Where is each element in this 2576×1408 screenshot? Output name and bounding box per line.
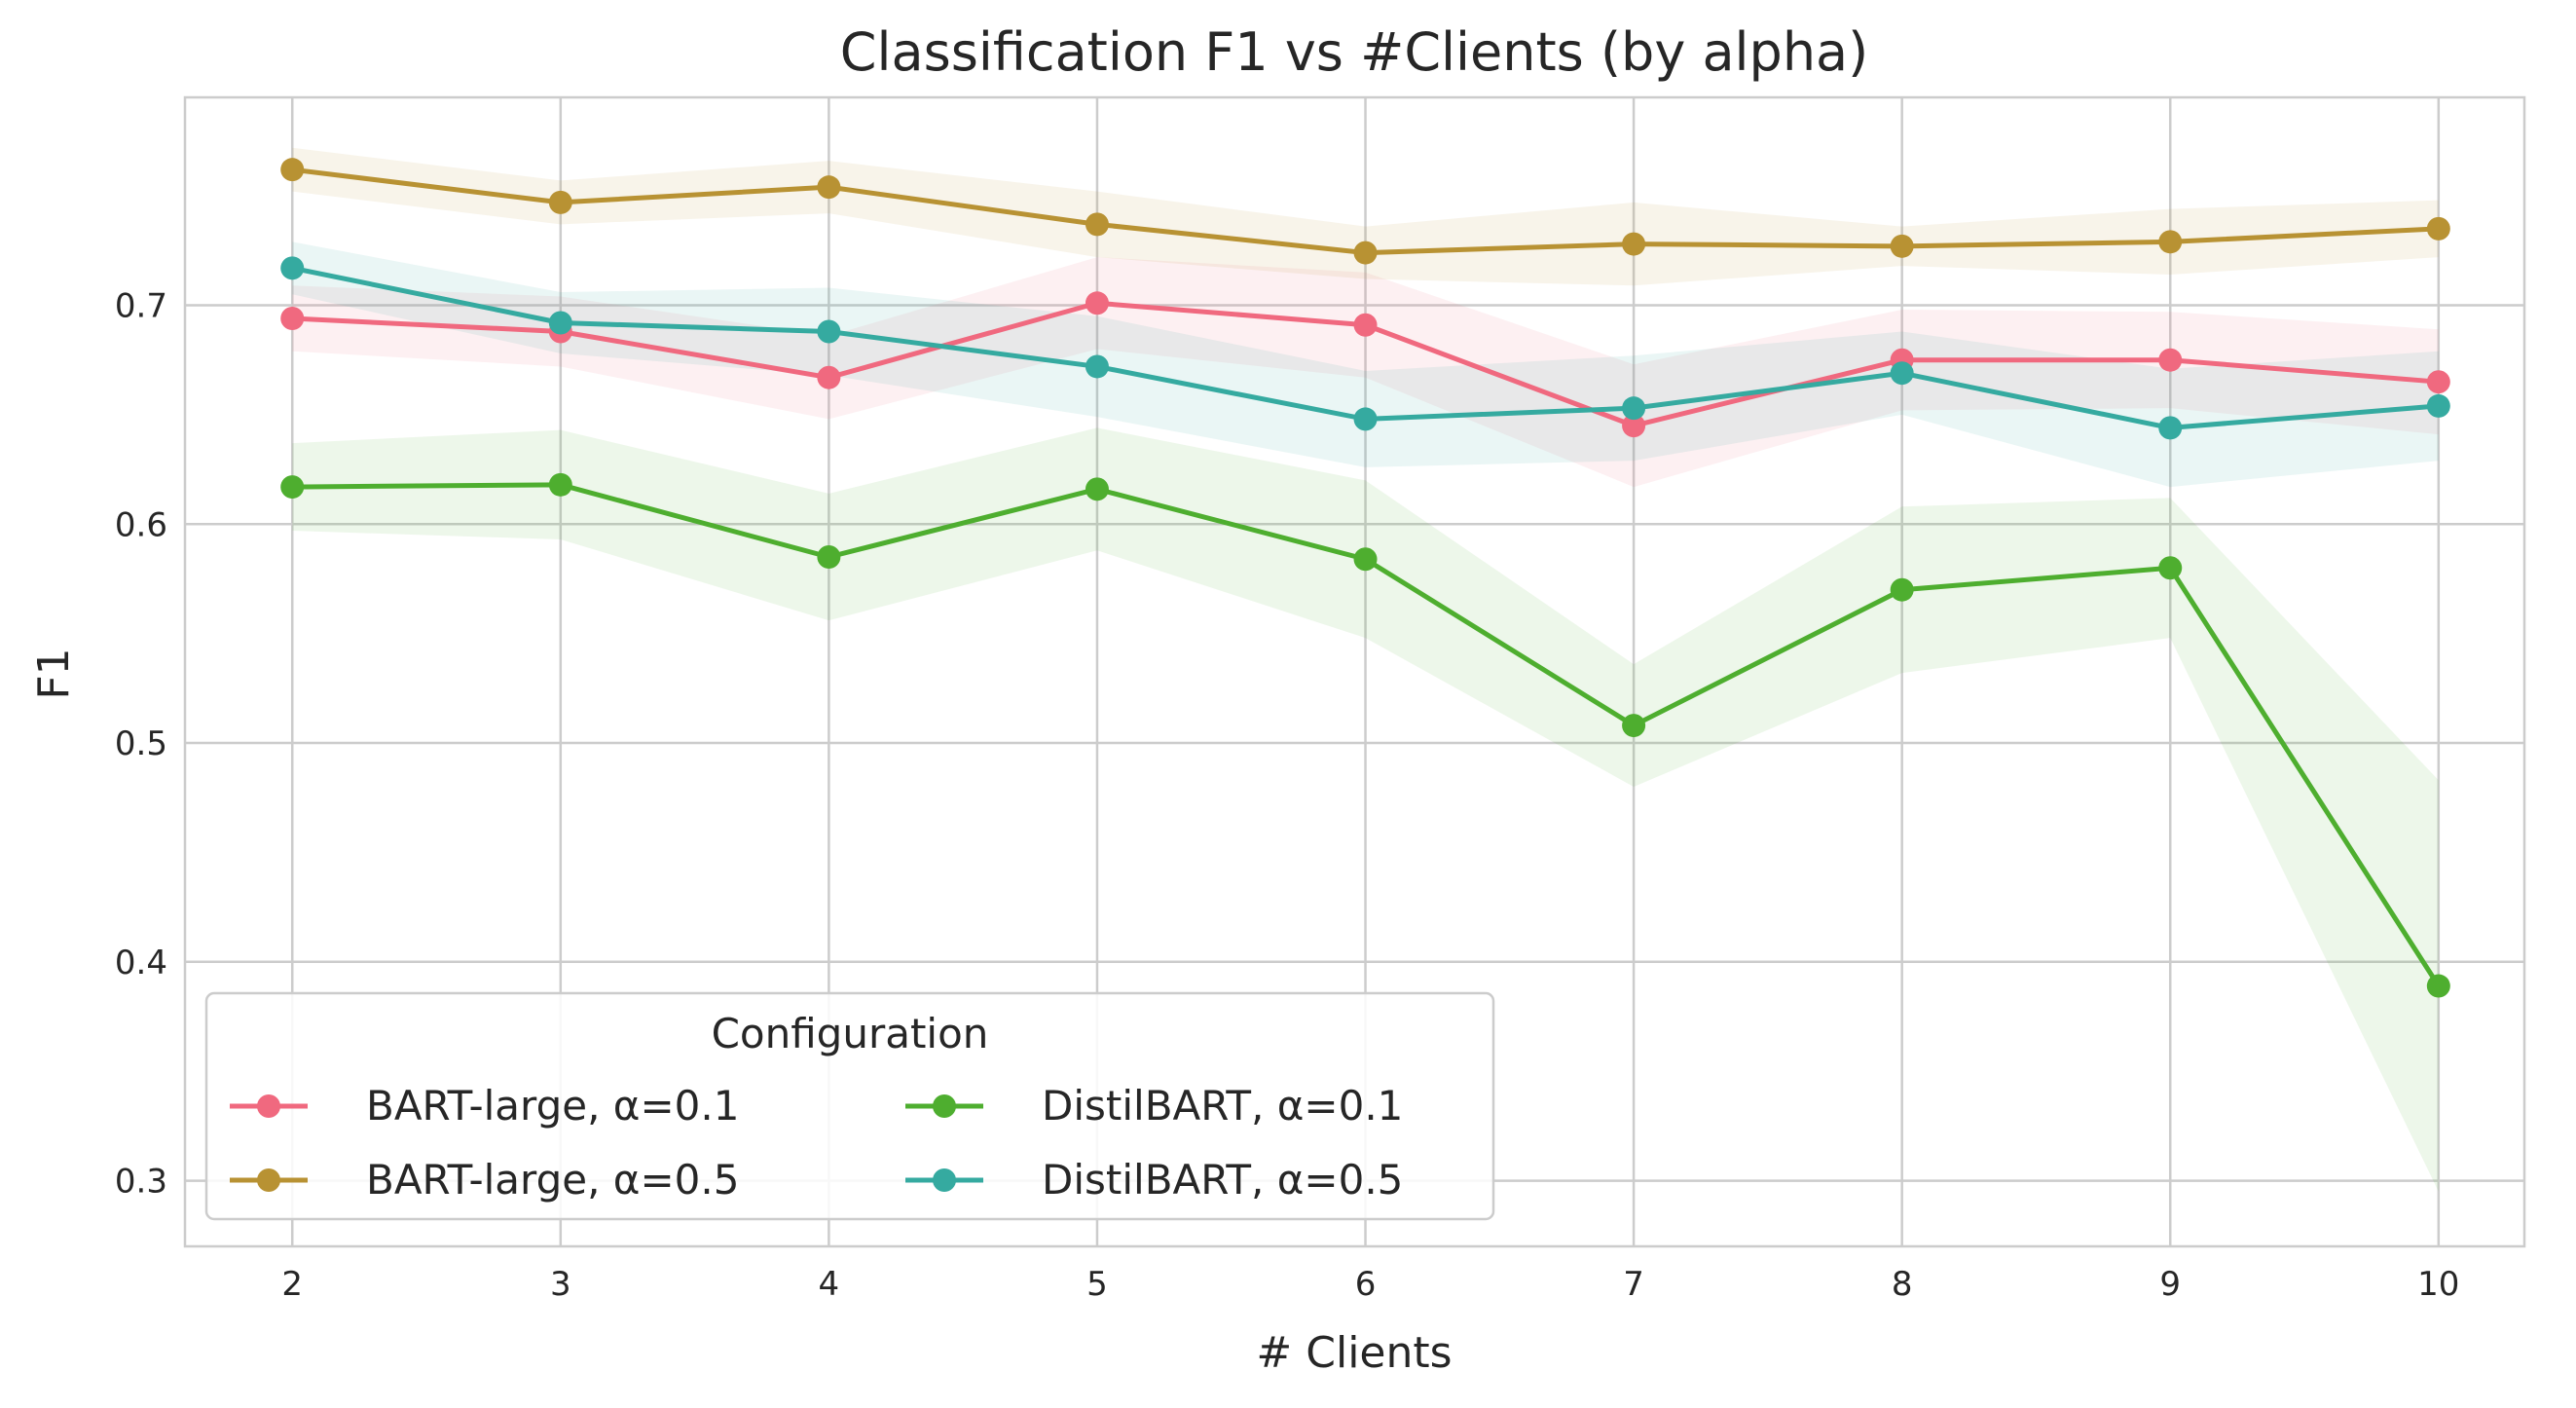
confidence-band <box>292 241 2439 488</box>
data-point <box>548 472 572 497</box>
legend-entry: DistilBART, α=0.5 <box>905 1156 1403 1204</box>
legend-marker-swatch <box>257 1094 280 1118</box>
data-point <box>2158 556 2183 580</box>
data-point <box>1353 241 1378 265</box>
plot-frame <box>183 95 2526 1248</box>
data-point <box>2158 230 2183 254</box>
legend-entry: DistilBART, α=0.1 <box>905 1082 1403 1130</box>
data-point <box>1890 577 1914 602</box>
legend-entry: BART-large, α=0.1 <box>230 1082 739 1130</box>
confidence-band <box>292 427 2439 1192</box>
x-tick-label: 9 <box>2159 1265 2181 1304</box>
x-tick-label: 2 <box>281 1265 303 1304</box>
x-tick-label: 7 <box>1623 1265 1644 1304</box>
data-point <box>2426 216 2450 241</box>
tick-labels: 2 3 4 5 6 7 8 9 10 0.3 0.4 0.5 0.6 0.7 <box>115 287 2460 1304</box>
data-point <box>1622 396 1646 421</box>
data-point <box>1622 414 1646 438</box>
data-point <box>2158 416 2183 440</box>
data-point <box>1622 714 1646 738</box>
legend-box <box>204 991 1495 1221</box>
legend-marker-swatch <box>933 1094 956 1118</box>
legend-entry: BART-large, α=0.5 <box>230 1156 739 1204</box>
data-point <box>2426 370 2450 394</box>
data-point <box>1890 361 1914 386</box>
x-axis-label: # Clients <box>1256 1328 1452 1378</box>
data-point <box>817 175 841 200</box>
confidence-band <box>292 257 2439 488</box>
legend-label: DistilBART, α=0.5 <box>1042 1156 1403 1204</box>
legend-label: BART-large, α=0.5 <box>366 1156 739 1204</box>
data-point <box>1622 232 1646 256</box>
data-point <box>1085 212 1109 237</box>
data-point <box>2426 974 2450 998</box>
legend-entries: BART-large, α=0.1 DistilBART, α=0.1 BART-l… <box>230 1082 1403 1204</box>
x-tick-label: 3 <box>550 1265 571 1304</box>
legend-marker-swatch <box>933 1168 956 1192</box>
data-point <box>280 307 305 331</box>
x-tick-label: 5 <box>1086 1265 1108 1304</box>
data-point <box>280 256 305 280</box>
chart-title: Classification F1 vs #Clients (by alpha) <box>840 21 1868 83</box>
legend: Configuration BART-large, α=0.1 DistilBAR… <box>204 991 1495 1221</box>
data-point <box>548 190 572 214</box>
x-tick-label: 10 <box>2417 1265 2459 1304</box>
y-tick-label: 0.6 <box>115 505 167 544</box>
data-point <box>817 545 841 569</box>
data-point <box>1890 234 1914 258</box>
y-tick-label: 0.4 <box>115 944 167 982</box>
data-point <box>548 311 572 335</box>
y-tick-label: 0.7 <box>115 287 167 326</box>
legend-title: Configuration <box>712 1010 989 1057</box>
legend-marker-swatch <box>257 1168 280 1192</box>
y-tick-label: 0.5 <box>115 724 167 763</box>
x-tick-label: 4 <box>819 1265 840 1304</box>
data-point <box>817 319 841 344</box>
x-tick-label: 8 <box>1892 1265 1913 1304</box>
data-point <box>1085 291 1109 315</box>
y-axis-label: F1 <box>29 648 79 699</box>
data-point <box>1353 313 1378 337</box>
y-tick-label: 0.3 <box>115 1163 167 1202</box>
data-point <box>1085 354 1109 379</box>
series-markers <box>280 158 2450 998</box>
x-tick-label: 6 <box>1355 1265 1377 1304</box>
legend-label: BART-large, α=0.1 <box>366 1082 739 1130</box>
data-point <box>817 365 841 389</box>
data-point <box>2158 348 2183 372</box>
data-point <box>1353 407 1378 431</box>
data-point <box>1353 547 1378 572</box>
data-point <box>280 158 305 182</box>
data-point <box>280 475 305 500</box>
legend-label: DistilBART, α=0.1 <box>1042 1082 1403 1130</box>
data-point <box>2426 393 2450 418</box>
data-point <box>1085 477 1109 501</box>
